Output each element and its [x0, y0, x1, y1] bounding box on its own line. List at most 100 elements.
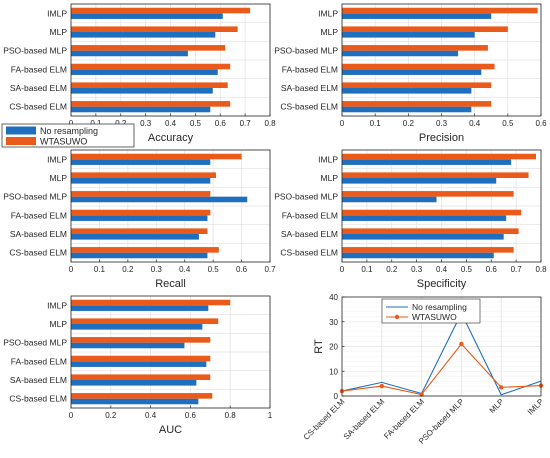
category-label-pso-based-mlp: PSO-based MLP — [3, 46, 67, 56]
panel-auc: IMLP MLP PSO-based MLP FA-based ELM SA-based… — [3, 295, 273, 436]
bar-accuracy-imlp-wtasuwo — [71, 7, 251, 14]
category-label-sa-based-elm: SA-based ELM — [10, 229, 67, 239]
category-label-mlp: MLP — [321, 27, 339, 37]
bar-recall-mlp-no-resampling — [71, 178, 211, 184]
x-tick-label: 0.4 — [436, 265, 448, 274]
category-label-fa-based-elm: FA-based ELM — [11, 210, 67, 220]
x-tick-label: 0.3 — [411, 265, 423, 274]
x-tick-label: 0.7 — [511, 265, 523, 274]
bar-recall-pso-based-mlp-wtasuwo — [71, 191, 211, 197]
bar-precision-imlp-no-resampling — [342, 13, 492, 19]
rt-legend-label-no-resampling: No resampling — [412, 302, 467, 312]
category-label-imlp: IMLP — [47, 300, 67, 310]
x-tick-label: 0.8 — [535, 265, 547, 274]
legend-label-wtasuwo: WTASUWO — [40, 137, 87, 147]
category-label-cs-based-elm: CS-based ELM — [280, 102, 338, 112]
chart-panels: IMLP MLP PSO-based MLP FA-based ELM SA-based… — [3, 3, 547, 446]
x-tick-label: 0.3 — [436, 119, 448, 128]
bar-specificity-mlp-wtasuwo — [342, 172, 529, 178]
category-label-sa-based-elm: SA-based ELM — [10, 375, 67, 385]
legend-swatch-wtasuwo — [6, 137, 36, 145]
bar-recall-pso-based-mlp-no-resampling — [71, 196, 248, 203]
x-tick-label: 0 — [69, 265, 74, 274]
x-tick-label: 0.5 — [502, 119, 514, 128]
category-label-imlp: IMLP — [47, 154, 67, 164]
x-tick-label: 0 — [69, 411, 74, 420]
bar-accuracy-mlp-no-resampling — [71, 32, 216, 38]
x-tick-label: 0.4 — [165, 119, 177, 128]
x-tick-label: 0.6 — [236, 265, 248, 274]
bar-specificity-imlp-no-resampling — [342, 159, 512, 165]
bar-accuracy-cs-based-elm-wtasuwo — [71, 101, 231, 107]
x-tick-label: 0.6 — [486, 265, 498, 274]
bar-precision-mlp-no-resampling — [342, 32, 475, 38]
bar-precision-sa-based-elm-no-resampling — [342, 88, 472, 94]
bar-recall-sa-based-elm-no-resampling — [71, 234, 199, 240]
bar-auc-cs-based-elm-wtasuwo — [71, 393, 213, 399]
x-tick-label: 0.3 — [151, 265, 163, 274]
y-tick-label: 20 — [329, 343, 338, 352]
bar-auc-imlp-no-resampling — [71, 305, 209, 311]
point-wtasuwo-mlp — [499, 385, 504, 390]
x-tick-label: 0 — [69, 119, 74, 128]
x-tick-label: 0.6 — [535, 119, 547, 128]
bar-specificity-mlp-no-resampling — [342, 178, 497, 184]
panel-specificity: IMLP MLP PSO-based MLP FA-based ELM SA-based… — [274, 149, 547, 290]
category-label-mlp: MLP — [321, 173, 339, 183]
bar-specificity-sa-based-elm-no-resampling — [342, 234, 504, 240]
bar-auc-imlp-wtasuwo — [71, 299, 231, 306]
rt-legend-label-wtasuwo: WTASUWO — [412, 312, 457, 322]
bar-auc-sa-based-elm-no-resampling — [71, 380, 197, 386]
bar-accuracy-mlp-wtasuwo — [71, 26, 238, 32]
x-tick-label: 0.5 — [190, 119, 202, 128]
category-label-fa-based-elm: FA-based ELM — [11, 356, 67, 366]
x-tick-label: 0.2 — [115, 119, 127, 128]
bar-accuracy-fa-based-elm-no-resampling — [71, 69, 218, 75]
x-tick-label: 0.6 — [215, 119, 227, 128]
x-tick-label: 0.7 — [264, 265, 276, 274]
bar-recall-cs-based-elm-wtasuwo — [71, 247, 219, 253]
bar-auc-pso-based-mlp-no-resampling — [71, 342, 185, 349]
category-label-sa-based-elm: SA-based ELM — [281, 229, 338, 239]
category-label-cs-based-elm: CS-based ELM — [9, 394, 67, 404]
bar-recall-cs-based-elm-no-resampling — [71, 252, 208, 259]
x-category-label-mlp: MLP — [488, 397, 506, 415]
bar-accuracy-imlp-no-resampling — [71, 13, 223, 19]
bar-precision-mlp-wtasuwo — [342, 26, 508, 32]
x-category-label-fa-based-elm: FA-based ELM — [382, 397, 426, 441]
x-tick-label: 0.2 — [386, 265, 398, 274]
category-label-cs-based-elm: CS-based ELM — [9, 248, 67, 258]
rt-legend-box — [381, 298, 481, 324]
series-line-no-resampling — [341, 311, 542, 396]
bar-specificity-pso-based-mlp-no-resampling — [342, 196, 437, 203]
bar-auc-fa-based-elm-no-resampling — [71, 361, 207, 367]
category-label-fa-based-elm: FA-based ELM — [11, 64, 67, 74]
bar-specificity-imlp-wtasuwo — [342, 153, 537, 160]
bar-precision-cs-based-elm-wtasuwo — [342, 101, 492, 107]
bar-specificity-cs-based-elm-no-resampling — [342, 252, 494, 259]
series-line-wtasuwo — [341, 343, 542, 396]
panel-recall: IMLP MLP PSO-based MLP FA-based ELM SA-based… — [3, 149, 276, 290]
x-axis-label: AUC — [159, 424, 182, 436]
bar-recall-imlp-no-resampling — [71, 159, 211, 165]
bar-accuracy-fa-based-elm-wtasuwo — [71, 63, 231, 70]
point-wtasuwo-sa-based-elm — [379, 383, 384, 389]
x-tick-label: 0 — [340, 265, 345, 274]
bar-precision-imlp-wtasuwo — [342, 7, 538, 14]
x-axis-label: Recall — [155, 278, 186, 290]
x-tick-label: 0.6 — [185, 411, 197, 420]
x-tick-label: 0.1 — [90, 119, 102, 128]
y-tick-label: 30 — [329, 318, 338, 327]
bar-auc-cs-based-elm-no-resampling — [71, 398, 199, 405]
y-tick-label: 40 — [329, 293, 338, 302]
x-tick-label: 0.1 — [370, 119, 382, 128]
category-label-imlp: IMLP — [47, 8, 67, 18]
category-label-fa-based-elm: FA-based ELM — [282, 210, 338, 220]
bar-recall-imlp-wtasuwo — [71, 153, 242, 160]
plot-frame — [70, 295, 271, 409]
x-category-label-imlp: IMLP — [526, 397, 546, 417]
x-tick-label: 0.4 — [469, 119, 481, 128]
